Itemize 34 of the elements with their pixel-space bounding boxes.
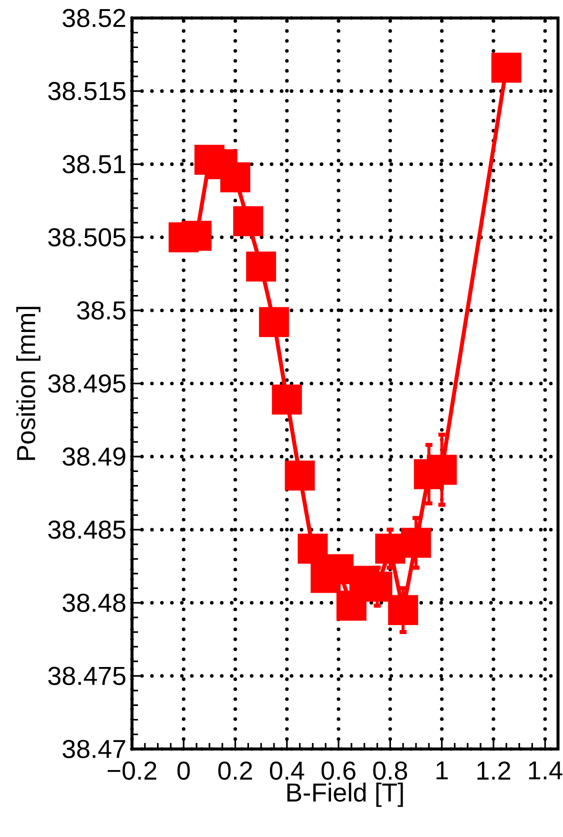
point bbox=[233, 206, 264, 236]
x-axis-title: B-Field [T] bbox=[287, 782, 403, 807]
x-tick-label: 0.4 bbox=[270, 761, 304, 780]
y-tick-label: 38.475 bbox=[48, 666, 126, 686]
point bbox=[491, 52, 522, 83]
y-tick-label: 38.5 bbox=[77, 301, 126, 320]
x-tick-label: 1 bbox=[436, 761, 448, 780]
point bbox=[426, 454, 457, 485]
point bbox=[259, 307, 290, 338]
y-tick-label: 38.47 bbox=[62, 740, 126, 758]
point bbox=[220, 162, 250, 192]
y-axis-title: Position [mm] bbox=[16, 306, 40, 460]
x-tick-label: 0 bbox=[177, 761, 190, 780]
point bbox=[246, 252, 276, 282]
x-tick-label: 0.8 bbox=[373, 761, 408, 780]
x-tick-label: −0.2 bbox=[108, 761, 156, 780]
x-tick-label: 1.2 bbox=[477, 761, 510, 780]
point bbox=[272, 384, 302, 415]
x-tick-label: 0.6 bbox=[322, 761, 356, 780]
y-tick-label: 38.48 bbox=[62, 594, 126, 612]
y-tick-label: 38.515 bbox=[48, 82, 126, 100]
y-tick-label: 38.52 bbox=[62, 8, 126, 28]
point bbox=[182, 220, 212, 251]
x-tick-label: 1.4 bbox=[529, 761, 562, 780]
y-tick-label: 38.505 bbox=[48, 228, 126, 246]
point bbox=[401, 528, 432, 558]
point bbox=[388, 595, 418, 626]
y-tick-label: 38.495 bbox=[48, 374, 126, 393]
y-tick-label: 38.51 bbox=[62, 155, 126, 174]
x-tick-label: 0.2 bbox=[218, 761, 252, 780]
point bbox=[284, 460, 315, 491]
point bbox=[298, 534, 328, 564]
y-tick-label: 38.49 bbox=[62, 447, 126, 466]
y-tick-label: 38.485 bbox=[48, 520, 126, 539]
